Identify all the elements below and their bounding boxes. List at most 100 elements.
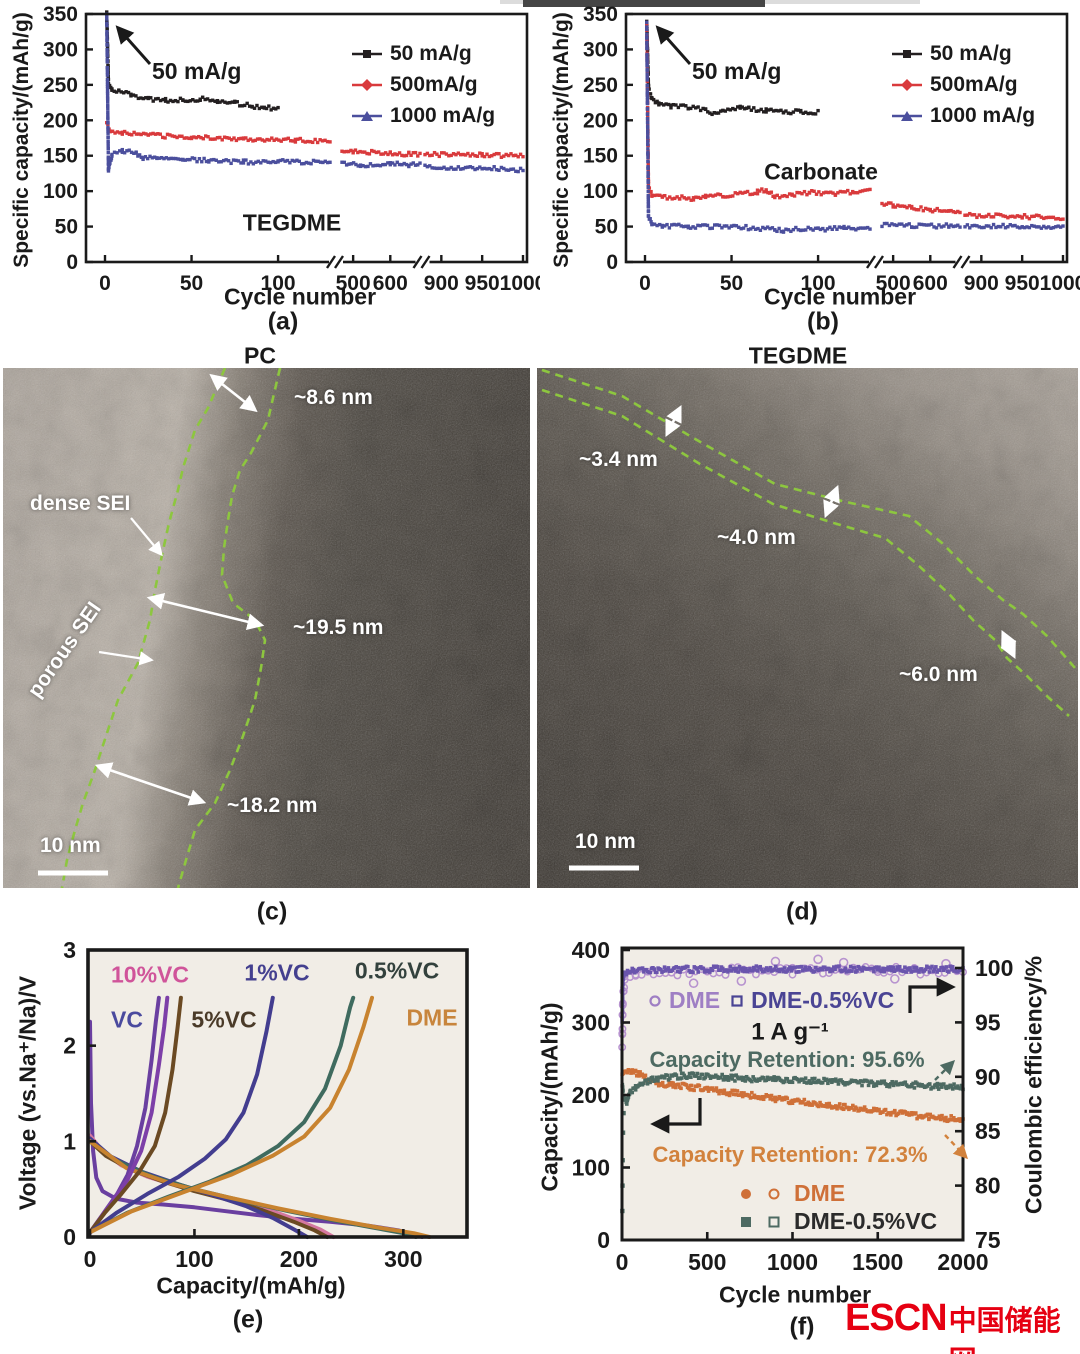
svg-text:0: 0 bbox=[639, 272, 651, 295]
legend-marker-open-circle bbox=[649, 994, 661, 1007]
legend-marker-filled-circle bbox=[741, 1188, 751, 1199]
curve-label-5vc: 5%VC bbox=[191, 1006, 257, 1033]
legend-label: DME bbox=[669, 987, 721, 1013]
panel-e-y-axis-title: Voltage (vs.Na⁺/Na)/V bbox=[14, 975, 41, 1211]
measure-arrow-8-6nm bbox=[209, 373, 258, 413]
legend-marker-filled-square bbox=[741, 1216, 751, 1227]
scale-bar-label: 10 nm bbox=[40, 834, 101, 857]
legend-marker-open-circle bbox=[768, 1188, 780, 1199]
panel-d: TEGDME ~3.4 nm bbox=[537, 340, 1080, 926]
legend-marker-square bbox=[352, 50, 382, 58]
tem-tegdme-micrograph bbox=[537, 368, 1078, 888]
watermark-brand: ESCN bbox=[845, 1297, 948, 1339]
curve-label-dme: DME bbox=[406, 1004, 458, 1031]
panel-f: 0 500 1000 1500 2000 0 100 200 300 400 75 80 85 90 95 1… bbox=[537, 925, 1080, 1354]
panel-e: 0 100 200 300 0 1 2 3 Voltage (vs.Na⁺/Na)/V Cap… bbox=[0, 925, 540, 1354]
svg-text:300: 300 bbox=[572, 1010, 610, 1036]
svg-text:100: 100 bbox=[801, 272, 836, 295]
panel-f-x-axis-title: Cycle number bbox=[718, 1281, 872, 1308]
chart-f-canvas: 0 500 1000 1500 2000 0 100 200 300 400 75 80 85 90 95 1… bbox=[572, 937, 1014, 1275]
panel-b-electrolyte-label: Carbonate bbox=[764, 158, 878, 185]
legend-item-500mag: 500mA/g bbox=[350, 73, 495, 97]
svg-text:50: 50 bbox=[720, 272, 743, 295]
svg-text:150: 150 bbox=[583, 145, 618, 168]
svg-text:50: 50 bbox=[595, 216, 618, 239]
curve-label-1vc: 1%VC bbox=[244, 959, 310, 986]
legend-label: 500mA/g bbox=[930, 73, 1018, 96]
legend-marker-triangle bbox=[352, 111, 382, 121]
panel-b-rate-annotation: 50 mA/g bbox=[692, 58, 782, 84]
svg-text:100: 100 bbox=[175, 1246, 213, 1272]
svg-text:2: 2 bbox=[63, 1033, 76, 1059]
svg-text:50: 50 bbox=[180, 272, 203, 295]
curve-label-vc: VC bbox=[111, 1006, 143, 1033]
legend-item-1000mag: 1000 mA/g bbox=[890, 104, 1035, 128]
panel-e-x-axis-title: Capacity/(mAh/g) bbox=[156, 1272, 346, 1299]
svg-text:3: 3 bbox=[63, 937, 76, 963]
svg-text:0: 0 bbox=[597, 1227, 610, 1253]
panel-c-caption: (c) bbox=[256, 897, 288, 926]
svg-text:1000: 1000 bbox=[1040, 272, 1080, 295]
svg-text:95: 95 bbox=[975, 1009, 1001, 1035]
sei-outer-boundary-line bbox=[541, 368, 1076, 669]
panel-e-caption: (e) bbox=[232, 1305, 264, 1334]
svg-text:0: 0 bbox=[616, 1249, 629, 1275]
svg-text:950: 950 bbox=[465, 272, 500, 295]
watermark-cn-text: 中国储能网 bbox=[948, 1305, 1061, 1354]
svg-text:0: 0 bbox=[84, 1246, 97, 1272]
svg-text:300: 300 bbox=[384, 1246, 422, 1272]
measurement-label: ~8.6 nm bbox=[294, 386, 373, 409]
svg-text:250: 250 bbox=[43, 74, 78, 97]
svg-text:0: 0 bbox=[63, 1224, 76, 1250]
svg-text:100: 100 bbox=[583, 180, 618, 203]
svg-text:2000: 2000 bbox=[937, 1249, 988, 1275]
legend-label: DME-0.5%VC bbox=[794, 1208, 938, 1234]
svg-text:500: 500 bbox=[876, 272, 911, 295]
panel-f-rate-annotation: 1 A g⁻¹ bbox=[751, 1018, 829, 1046]
svg-text:1000: 1000 bbox=[767, 1249, 818, 1275]
curve-label-10vc: 10%VC bbox=[111, 961, 189, 988]
svg-text:300: 300 bbox=[43, 38, 78, 61]
svg-text:100: 100 bbox=[261, 272, 296, 295]
watermark: ESCN 中国储能网 bbox=[845, 1297, 1080, 1354]
legend-label: DME bbox=[794, 1180, 846, 1206]
svg-text:200: 200 bbox=[572, 1082, 610, 1108]
panel-a-y-axis-title: Specific capacity/(mAh/g) bbox=[10, 12, 33, 268]
svg-text:0: 0 bbox=[606, 251, 618, 274]
legend-item-500mag: 500mA/g bbox=[890, 73, 1035, 97]
svg-text:0: 0 bbox=[66, 251, 78, 274]
legend-item-50mag: 50 mA/g bbox=[890, 42, 1035, 66]
legend-marker-triangle bbox=[892, 111, 922, 121]
svg-text:1000: 1000 bbox=[500, 272, 540, 295]
svg-text:200: 200 bbox=[280, 1246, 318, 1272]
svg-text:90: 90 bbox=[975, 1064, 1001, 1090]
panel-f-right-y-axis-title: Coulombic efficiency/% bbox=[1020, 955, 1047, 1215]
legend-label: 50 mA/g bbox=[390, 42, 472, 65]
svg-text:600: 600 bbox=[373, 272, 408, 295]
svg-text:500: 500 bbox=[336, 272, 371, 295]
legend-item-dme-eff: DME bbox=[648, 987, 720, 1014]
svg-text:85: 85 bbox=[975, 1118, 1001, 1144]
legend-label: 1000 mA/g bbox=[930, 104, 1036, 127]
sei-inner-boundary-line bbox=[541, 388, 1070, 717]
panel-a-legend: 50 mA/g 500mA/g 1000 mA/g bbox=[350, 42, 495, 128]
svg-text:1: 1 bbox=[63, 1128, 76, 1154]
panel-a-rate-annotation: 50 mA/g bbox=[152, 58, 242, 84]
svg-text:350: 350 bbox=[583, 3, 618, 26]
legend-item-50mag: 50 mA/g bbox=[350, 42, 495, 66]
panel-a-electrolyte-label: TEGDME bbox=[242, 209, 342, 236]
measure-arrow-4-0nm bbox=[823, 484, 840, 519]
svg-text:100: 100 bbox=[572, 1155, 610, 1181]
legend-marker-open-square bbox=[768, 1216, 780, 1227]
legend-marker-square bbox=[892, 50, 922, 58]
measurement-label: ~6.0 nm bbox=[899, 663, 978, 686]
measure-arrow-18-2nm bbox=[94, 762, 207, 806]
svg-text:200: 200 bbox=[43, 109, 78, 132]
svg-text:200: 200 bbox=[583, 109, 618, 132]
porous-sei-arrow bbox=[98, 650, 154, 666]
retention-annotation-dme: Capacity Retention: 72.3% bbox=[652, 1142, 928, 1167]
